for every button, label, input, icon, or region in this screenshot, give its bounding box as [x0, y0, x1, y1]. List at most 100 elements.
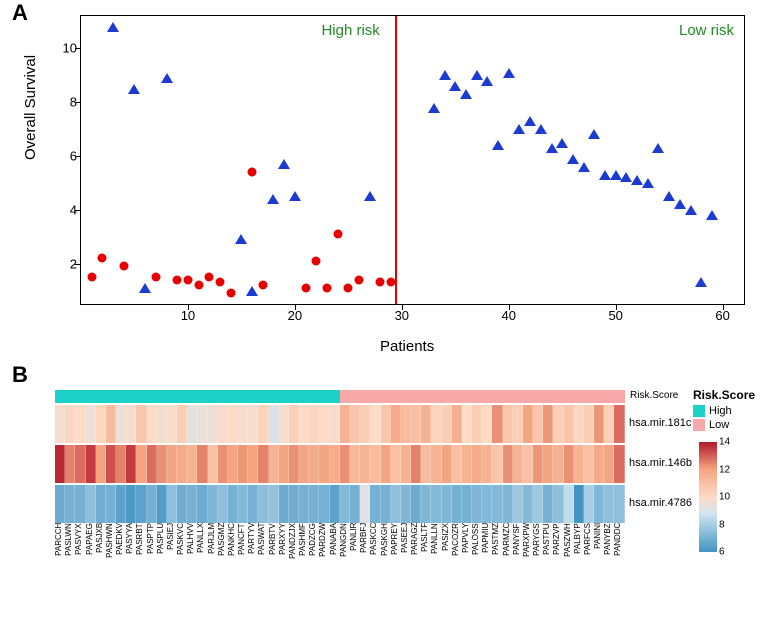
heatmap-cell [187, 485, 197, 523]
risk-annotation-cell [126, 390, 136, 403]
risk-annotation-cell [86, 390, 96, 403]
heatmap-cell [208, 405, 218, 443]
risk-annotation-cell [197, 390, 207, 403]
heatmap-cell [248, 445, 258, 483]
heatmap-cell [147, 405, 157, 443]
heatmap-cell [136, 405, 146, 443]
risk-annotation-cell [279, 390, 289, 403]
heatmap-cell [228, 445, 238, 483]
data-point [194, 281, 203, 290]
heatmap-cell [533, 485, 543, 523]
risk-annotation-cell [614, 390, 624, 403]
heatmap-cell [614, 485, 624, 523]
heatmap-cell [258, 485, 268, 523]
heatmap-cell [116, 405, 126, 443]
data-point [535, 124, 547, 134]
heatmap-cell [564, 485, 574, 523]
patient-label: PASKCC [370, 523, 380, 562]
risk-annotation-cell [513, 390, 523, 403]
data-point [588, 129, 600, 139]
patient-label: PASWAT [258, 523, 268, 562]
colorbar-tick: 8 [719, 519, 725, 530]
patient-label: PASRBT [136, 523, 146, 562]
heatmap-cell [319, 445, 329, 483]
heatmap-cell [340, 485, 350, 523]
heatmap-cell [564, 445, 574, 483]
y-axis-label: Overall Survival [22, 55, 39, 160]
heatmap-cell [594, 445, 604, 483]
legend-title: Risk.Score [693, 388, 773, 402]
patient-label: PARDZW [319, 523, 329, 562]
data-point [376, 278, 385, 287]
risk-annotation-cell [75, 390, 85, 403]
data-point [344, 283, 353, 292]
heatmap-cell [96, 485, 106, 523]
heatmap-cell [177, 445, 187, 483]
heatmap-cell [442, 445, 452, 483]
heatmap-cell [65, 485, 75, 523]
risk-annotation-cell [350, 390, 360, 403]
heatmap-cell [543, 445, 553, 483]
heatmap-cell [126, 445, 136, 483]
heatmap-cell [584, 445, 594, 483]
data-point [128, 84, 140, 94]
risk-annotation-cell [289, 390, 299, 403]
risk-annotation-cell [136, 390, 146, 403]
heatmap-cell [431, 405, 441, 443]
heatmap-cell [228, 405, 238, 443]
risk-annotation-cell [370, 390, 380, 403]
heatmap-cell [492, 405, 502, 443]
risk-annotation-cell [533, 390, 543, 403]
patient-label: PANLLX [197, 523, 207, 562]
heatmap-cell [452, 445, 462, 483]
heatmap-cell [482, 445, 492, 483]
x-tick: 10 [181, 308, 195, 323]
scatter-plot: 246810102030405060High riskLow risk [80, 15, 745, 305]
heatmap-cell [614, 405, 624, 443]
heatmap-cell [553, 405, 563, 443]
risk-annotation-cell [391, 390, 401, 403]
data-point [139, 283, 151, 293]
heatmap-row-label: hsa.mir.4786 [625, 497, 692, 509]
heatmap-cell [421, 485, 431, 523]
heatmap-cell [167, 485, 177, 523]
heatmap-cell [503, 485, 513, 523]
y-tick: 4 [70, 202, 77, 217]
heatmap-cell [177, 485, 187, 523]
heatmap-cell [208, 445, 218, 483]
heatmap-cell [340, 445, 350, 483]
heatmap-cell [381, 485, 391, 523]
heatmap-cell [584, 485, 594, 523]
data-point [706, 210, 718, 220]
heatmap-cell [269, 445, 279, 483]
panel-a: A Overall Survival Patients 246810102030… [0, 0, 783, 360]
heatmap-cell [187, 445, 197, 483]
data-point [695, 277, 707, 287]
risk-annotation-cell [381, 390, 391, 403]
legend-label: Low [709, 419, 729, 431]
risk-annotation-cell [523, 390, 533, 403]
heatmap-cell [401, 445, 411, 483]
heatmap-cell [218, 445, 228, 483]
heatmap-cell [319, 405, 329, 443]
data-point [205, 273, 214, 282]
heatmap-cell [157, 485, 167, 523]
heatmap-cell [574, 485, 584, 523]
risk-annotation-cell [167, 390, 177, 403]
heatmap-cell [126, 485, 136, 523]
heatmap-cell [574, 445, 584, 483]
heatmap-cell [564, 405, 574, 443]
colorbar-tick: 6 [719, 547, 725, 558]
heatmap-cell [462, 485, 472, 523]
data-point [322, 283, 331, 292]
data-point [248, 168, 257, 177]
risk-annotation-cell [96, 390, 106, 403]
heatmap-cell [462, 445, 472, 483]
heatmap-cell [391, 405, 401, 443]
heatmap-cell [289, 405, 299, 443]
heatmap-cell [604, 405, 614, 443]
data-point [428, 103, 440, 113]
heatmap-row: hsa.mir.146b [55, 443, 625, 483]
heatmap-cell [401, 405, 411, 443]
heatmap-row: hsa.mir.181c [55, 403, 625, 443]
